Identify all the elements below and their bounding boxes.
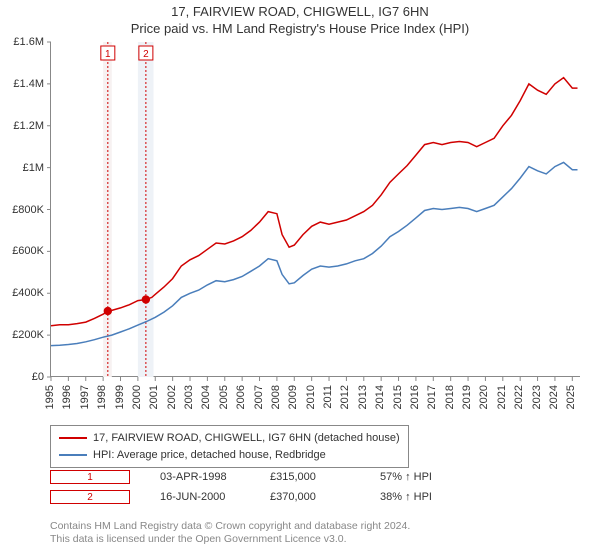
y-tick-label: £1.6M <box>0 36 44 48</box>
event-id-box: 1 <box>50 470 130 484</box>
event-price: £370,000 <box>270 491 350 503</box>
x-tick-label: 1999 <box>114 385 126 409</box>
chart-title: 17, FAIRVIEW ROAD, CHIGWELL, IG7 6HN Pri… <box>0 0 600 38</box>
title-line-1: 17, FAIRVIEW ROAD, CHIGWELL, IG7 6HN <box>0 4 600 21</box>
event-point-marker <box>104 307 112 315</box>
title-line-2: Price paid vs. HM Land Registry's House … <box>0 21 600 38</box>
event-date: 16-JUN-2000 <box>160 491 240 503</box>
plot-area: 12 <box>50 42 580 377</box>
footer-line-1: Contains HM Land Registry data © Crown c… <box>50 520 410 533</box>
event-id-box: 2 <box>50 490 130 504</box>
footer-text: Contains HM Land Registry data © Crown c… <box>50 520 410 545</box>
x-tick-label: 1995 <box>44 385 56 409</box>
x-tick-label: 2013 <box>357 385 369 409</box>
y-tick-label: £600K <box>0 245 44 257</box>
x-tick-label: 1997 <box>79 385 91 409</box>
x-tick-label: 2010 <box>305 385 317 409</box>
x-tick-label: 2000 <box>131 385 143 409</box>
x-tick-label: 2014 <box>374 385 386 409</box>
x-tick-label: 2004 <box>200 385 212 409</box>
y-tick-label: £800K <box>0 204 44 216</box>
y-tick-label: £200K <box>0 329 44 341</box>
y-tick-label: £1.2M <box>0 120 44 132</box>
x-tick-label: 2008 <box>270 385 282 409</box>
y-tick-label: £400K <box>0 287 44 299</box>
footer-line-2: This data is licensed under the Open Gov… <box>50 533 410 546</box>
series-line <box>51 162 578 345</box>
events-table: 1 03-APR-1998 £315,000 57% ↑ HPI 2 16-JUN-200… <box>50 470 460 510</box>
y-tick-label: £0 <box>0 371 44 383</box>
legend-label: HPI: Average price, detached house, Redb… <box>93 447 326 464</box>
x-tick-label: 1998 <box>96 385 108 409</box>
event-row: 1 03-APR-1998 £315,000 57% ↑ HPI <box>50 470 460 484</box>
x-tick-label: 2002 <box>166 385 178 409</box>
event-pct: 38% ↑ HPI <box>380 491 460 503</box>
x-tick-label: 2005 <box>218 385 230 409</box>
y-tick-label: £1M <box>0 162 44 174</box>
legend-swatch <box>59 437 87 439</box>
y-tick-label: £1.4M <box>0 78 44 90</box>
x-tick-label: 2011 <box>322 385 334 409</box>
x-tick-label: 1996 <box>61 385 73 409</box>
x-tick-label: 2020 <box>478 385 490 409</box>
legend-swatch <box>59 454 87 456</box>
x-tick-label: 2016 <box>409 385 421 409</box>
x-tick-label: 2001 <box>148 385 160 409</box>
x-tick-label: 2007 <box>253 385 265 409</box>
x-tick-label: 2003 <box>183 385 195 409</box>
x-tick-label: 2022 <box>513 385 525 409</box>
event-price: £315,000 <box>270 471 350 483</box>
event-date: 03-APR-1998 <box>160 471 240 483</box>
event-marker-number: 2 <box>143 49 149 60</box>
x-tick-label: 2019 <box>461 385 473 409</box>
legend-row: HPI: Average price, detached house, Redb… <box>59 447 400 464</box>
event-row: 2 16-JUN-2000 £370,000 38% ↑ HPI <box>50 490 460 504</box>
x-tick-label: 2012 <box>339 385 351 409</box>
x-tick-label: 2025 <box>565 385 577 409</box>
x-tick-label: 2006 <box>235 385 247 409</box>
event-point-marker <box>142 295 150 303</box>
x-tick-label: 2009 <box>287 385 299 409</box>
x-tick-label: 2024 <box>548 385 560 409</box>
x-tick-label: 2021 <box>496 385 508 409</box>
x-tick-label: 2018 <box>444 385 456 409</box>
x-tick-label: 2017 <box>426 385 438 409</box>
x-tick-label: 2023 <box>531 385 543 409</box>
x-tick-label: 2015 <box>392 385 404 409</box>
legend-row: 17, FAIRVIEW ROAD, CHIGWELL, IG7 6HN (de… <box>59 430 400 447</box>
legend-box: 17, FAIRVIEW ROAD, CHIGWELL, IG7 6HN (de… <box>50 425 409 468</box>
event-pct: 57% ↑ HPI <box>380 471 460 483</box>
event-marker-number: 1 <box>105 49 111 60</box>
legend-label: 17, FAIRVIEW ROAD, CHIGWELL, IG7 6HN (de… <box>93 430 400 447</box>
